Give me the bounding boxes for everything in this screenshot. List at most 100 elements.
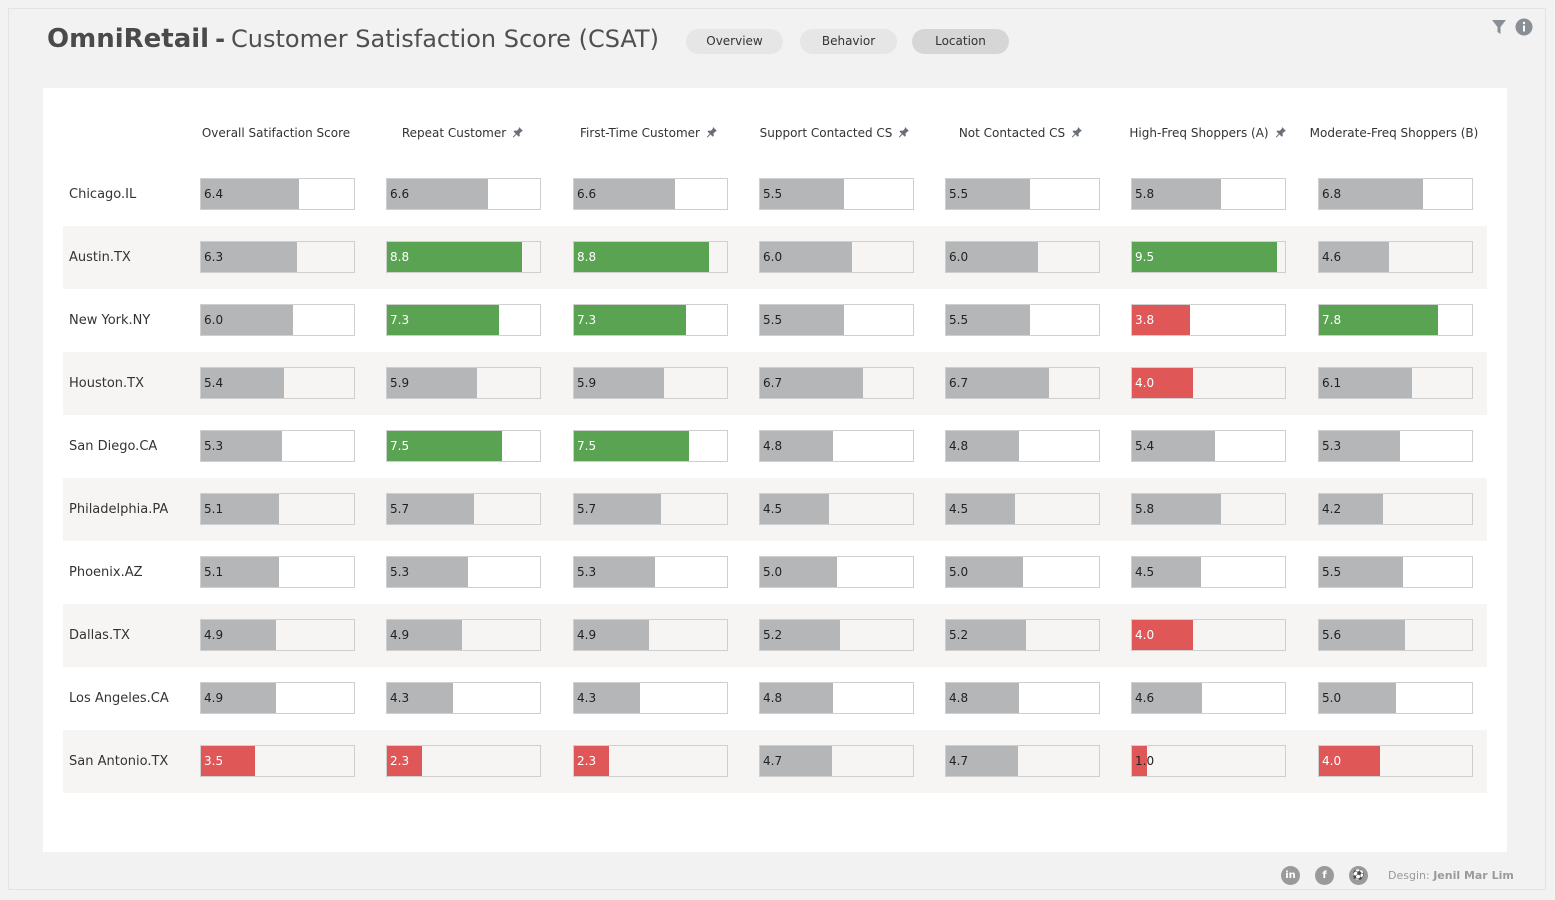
filter-icon[interactable] [1491,18,1507,41]
score-bar-cell[interactable]: 5.4 [1131,430,1286,462]
score-bar-fill [760,305,844,335]
score-bar-fill [760,431,833,461]
facebook-icon[interactable]: f [1315,866,1334,885]
score-bar-cell[interactable]: 5.3 [200,430,355,462]
score-bar-fill [946,683,1019,713]
score-bar-cell[interactable]: 5.0 [1318,682,1473,714]
score-bar-cell[interactable]: 3.8 [1131,304,1286,336]
score-value: 4.6 [1322,250,1342,264]
score-bar-cell[interactable]: 5.7 [573,493,728,525]
score-bar-cell[interactable]: 4.7 [759,745,914,777]
score-bar-cell[interactable]: 6.7 [759,367,914,399]
score-bar-cell[interactable]: 5.3 [386,556,541,588]
score-bar-cell[interactable]: 6.7 [945,367,1100,399]
score-value: 5.8 [1135,187,1155,201]
score-bar-cell[interactable]: 6.3 [200,241,355,273]
score-bar-cell[interactable]: 5.8 [1131,178,1286,210]
score-bar-cell[interactable]: 4.8 [945,430,1100,462]
score-bar-cell[interactable]: 5.6 [1318,619,1473,651]
score-bar-cell[interactable]: 6.8 [1318,178,1473,210]
score-bar-cell[interactable]: 5.4 [200,367,355,399]
score-bar-cell[interactable]: 7.5 [386,430,541,462]
score-bar-cell[interactable]: 5.2 [759,619,914,651]
score-bar-cell[interactable]: 4.0 [1318,745,1473,777]
pin-icon[interactable] [512,126,524,141]
score-bar-fill [387,746,422,776]
score-bar-cell[interactable]: 5.7 [386,493,541,525]
tab-overview[interactable]: Overview [686,29,783,54]
score-bar-cell[interactable]: 7.3 [573,304,728,336]
score-bar-cell[interactable]: 5.1 [200,556,355,588]
pin-icon[interactable] [706,126,718,141]
score-bar-cell[interactable]: 4.2 [1318,493,1473,525]
score-bar-cell[interactable]: 5.1 [200,493,355,525]
pin-icon[interactable] [1071,126,1083,141]
score-bar-fill [387,242,522,272]
score-bar-fill [1132,179,1221,209]
score-value: 3.8 [1135,313,1155,327]
score-bar-cell[interactable]: 5.0 [945,556,1100,588]
tab-behavior[interactable]: Behavior [800,29,897,54]
score-bar-cell[interactable]: 4.0 [1131,367,1286,399]
score-bar-cell[interactable]: 4.9 [573,619,728,651]
score-bar-cell[interactable]: 1.0 [1131,745,1286,777]
score-bar-cell[interactable]: 2.3 [573,745,728,777]
score-bar-cell[interactable]: 4.8 [945,682,1100,714]
score-bar-cell[interactable]: 4.3 [573,682,728,714]
score-bar-cell[interactable]: 5.9 [573,367,728,399]
score-bar-cell[interactable]: 4.5 [1131,556,1286,588]
brand-name: OmniRetail [47,24,210,54]
score-bar-cell[interactable]: 5.5 [945,178,1100,210]
score-bar-cell[interactable]: 4.5 [945,493,1100,525]
score-bar-cell[interactable]: 6.0 [945,241,1100,273]
score-bar-cell[interactable]: 9.5 [1131,241,1286,273]
score-bar-cell[interactable]: 5.5 [759,304,914,336]
pin-icon[interactable] [898,126,910,141]
score-bar-cell[interactable]: 7.3 [386,304,541,336]
score-bar-cell[interactable]: 5.5 [759,178,914,210]
score-bar-cell[interactable]: 5.3 [573,556,728,588]
tab-location[interactable]: Location [912,29,1009,54]
score-bar-cell[interactable]: 6.6 [386,178,541,210]
score-bar-cell[interactable]: 5.5 [945,304,1100,336]
score-bar-cell[interactable]: 4.3 [386,682,541,714]
score-bar-cell[interactable]: 8.8 [386,241,541,273]
score-value: 8.8 [577,250,597,264]
score-value: 4.9 [204,691,224,705]
score-bar-cell[interactable]: 4.8 [759,430,914,462]
score-bar-cell[interactable]: 2.3 [386,745,541,777]
score-bar-cell[interactable]: 5.0 [759,556,914,588]
dribbble-icon[interactable]: ⚽ [1349,866,1368,885]
score-bar-cell[interactable]: 4.9 [200,619,355,651]
score-bar-cell[interactable]: 4.6 [1131,682,1286,714]
linkedin-icon[interactable]: in [1281,866,1300,885]
score-bar-cell[interactable]: 5.2 [945,619,1100,651]
pin-icon[interactable] [1275,126,1287,141]
score-bar-fill [574,368,664,398]
score-value: 5.5 [949,187,969,201]
score-bar-cell[interactable]: 6.0 [200,304,355,336]
score-bar-cell[interactable]: 6.6 [573,178,728,210]
score-bar-cell[interactable]: 3.5 [200,745,355,777]
info-icon[interactable] [1515,18,1533,41]
score-bar-cell[interactable]: 7.8 [1318,304,1473,336]
score-bar-cell[interactable]: 5.8 [1131,493,1286,525]
score-value: 6.1 [1322,376,1342,390]
score-bar-cell[interactable]: 4.9 [200,682,355,714]
score-bar-cell[interactable]: 5.9 [386,367,541,399]
score-bar-cell[interactable]: 7.5 [573,430,728,462]
score-bar-cell[interactable]: 4.8 [759,682,914,714]
score-bar-cell[interactable]: 4.7 [945,745,1100,777]
score-bar-cell[interactable]: 4.0 [1131,619,1286,651]
score-bar-cell[interactable]: 6.0 [759,241,914,273]
score-bar-cell[interactable]: 6.1 [1318,367,1473,399]
score-value: 5.0 [763,565,783,579]
score-bar-cell[interactable]: 5.3 [1318,430,1473,462]
score-bar-cell[interactable]: 6.4 [200,178,355,210]
score-bar-cell[interactable]: 4.9 [386,619,541,651]
score-bar-cell[interactable]: 5.5 [1318,556,1473,588]
score-bar-cell[interactable]: 4.6 [1318,241,1473,273]
score-value: 5.0 [949,565,969,579]
score-bar-cell[interactable]: 8.8 [573,241,728,273]
score-bar-cell[interactable]: 4.5 [759,493,914,525]
